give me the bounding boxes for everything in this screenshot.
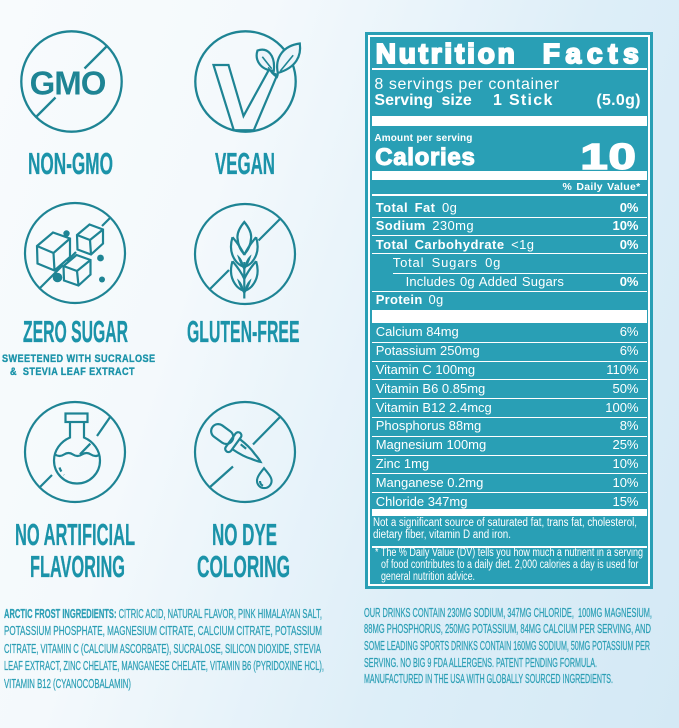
svg-text:GMO: GMO: [30, 65, 106, 102]
